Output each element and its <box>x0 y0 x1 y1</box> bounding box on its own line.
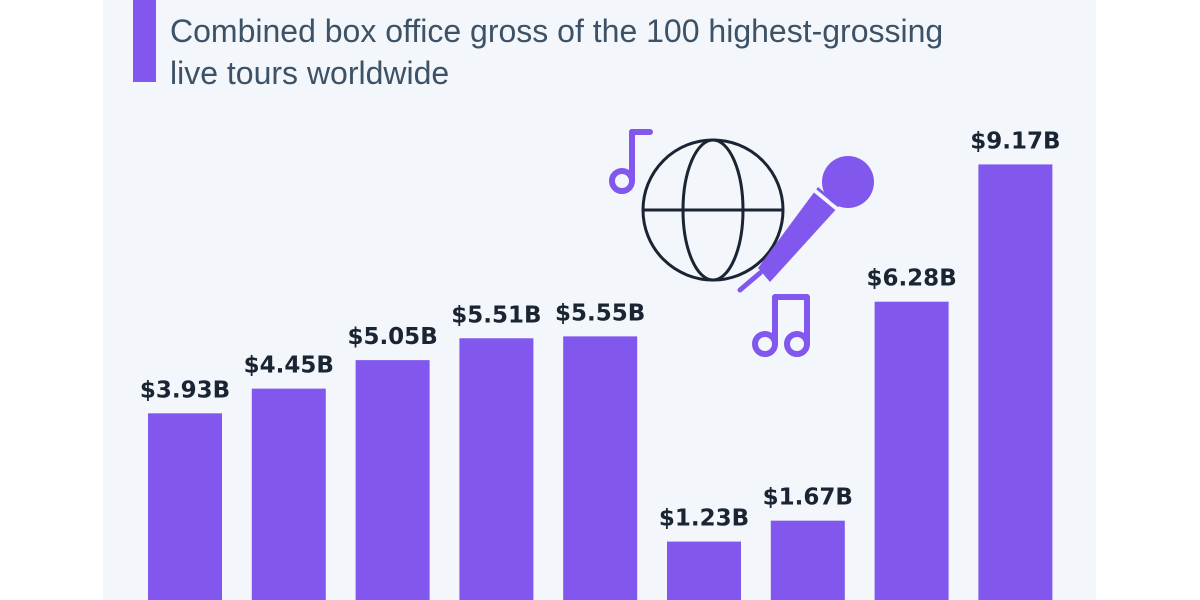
bars-group <box>148 164 1053 600</box>
bar-value-label-4: $5.51B <box>451 302 541 328</box>
globe-icon <box>641 138 785 282</box>
bar-7 <box>770 520 845 600</box>
chart-subtitle: Combined box office gross of the 100 hig… <box>170 13 944 91</box>
bar-value-label-8: $6.28B <box>866 266 956 292</box>
bar-value-label-2: $4.45B <box>244 353 334 379</box>
music-note-icon <box>609 129 653 194</box>
bar-value-label-3: $5.05B <box>347 324 437 350</box>
bar-value-label-7: $1.67B <box>763 485 853 511</box>
bar-1 <box>148 413 222 600</box>
bar-3 <box>355 360 430 600</box>
bar-6 <box>667 541 741 600</box>
bar-value-label-9: $9.17B <box>970 128 1060 154</box>
bar-9 <box>978 164 1053 600</box>
bar-value-label-5: $5.55B <box>555 300 645 326</box>
bar-4 <box>459 338 534 600</box>
bar-8 <box>874 301 949 600</box>
bar-value-label-1: $3.93B <box>140 377 230 403</box>
bar-value-label-6: $1.23B <box>659 506 749 532</box>
bar-2 <box>251 388 326 600</box>
labels-group: $3.93B $4.45B $5.05B $5.51B $5.55B $1.23B $1.6… <box>140 128 1061 531</box>
double-music-note-icon <box>752 294 810 357</box>
microphone-icon <box>737 156 874 293</box>
bar-5 <box>563 336 638 600</box>
title-accent-bar <box>133 0 156 82</box>
